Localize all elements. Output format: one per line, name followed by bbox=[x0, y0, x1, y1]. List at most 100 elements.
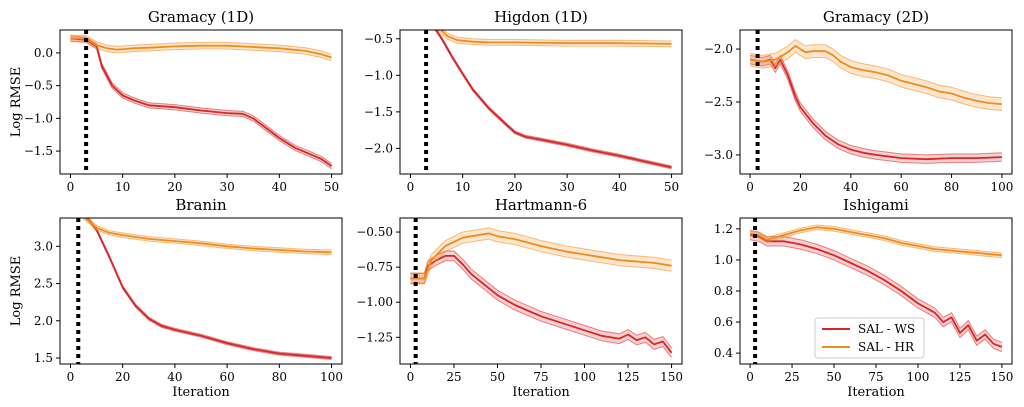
x-tick-label: 20 bbox=[167, 180, 182, 194]
axes-frame bbox=[59, 217, 343, 365]
y-tick-label: 1.0 bbox=[714, 253, 733, 267]
x-tick-label: 75 bbox=[868, 370, 883, 384]
x-axis-label: Iteration bbox=[847, 385, 905, 400]
y-tick-label: 0.0 bbox=[34, 46, 53, 60]
panel-higdon-1d: Higdon (1D) 0 10 20 30 40 50 −0.5 −1.0 −1.5 −2.0 bbox=[364, 8, 683, 194]
x-tick-label: 0 bbox=[407, 180, 415, 194]
panel-title: Branin bbox=[175, 196, 227, 214]
panel-branin: Branin 0 20 40 60 80 100 1.5 2.0 2.5 3.0 Iteration L… bbox=[9, 196, 343, 400]
plot-area bbox=[410, 227, 673, 359]
panel-gramacy-1d: Gramacy (1D) 0 10 20 30 40 50 0.0 −0.5 −1.0 −1.5Lo… bbox=[9, 8, 343, 194]
series-line-sal-ws bbox=[70, 37, 333, 167]
y-tick-label: −2.0 bbox=[364, 141, 393, 155]
panel-title: Gramacy (1D) bbox=[148, 8, 254, 26]
panel-ishigami: Ishigami 0 25 50 75 100 125 150 0.4 0.6 0.8 1.0 1.2 I… bbox=[714, 196, 1013, 400]
x-tick-label: 125 bbox=[948, 370, 971, 384]
series-line-sal-hr bbox=[70, 37, 332, 59]
axes-frame bbox=[399, 29, 683, 175]
series-line-sal-hr bbox=[410, 232, 672, 280]
x-tick-label: 20 bbox=[793, 180, 808, 194]
plot-area bbox=[81, 218, 332, 360]
series-line-sal-ws bbox=[749, 58, 1002, 161]
x-tick-label: 50 bbox=[324, 180, 339, 194]
y-tick-label: 1.2 bbox=[714, 222, 733, 236]
x-tick-label: 100 bbox=[573, 370, 596, 384]
y-tick-label: 2.0 bbox=[34, 314, 53, 328]
series-line-sal-hr bbox=[749, 226, 1002, 257]
y-tick-label: −2.0 bbox=[704, 42, 733, 56]
band-lower-sal-ws bbox=[410, 260, 672, 359]
band-upper-sal-ws bbox=[750, 229, 1003, 343]
x-tick-label: 75 bbox=[533, 370, 548, 384]
series-line-sal-ws bbox=[410, 254, 673, 354]
band-lower-sal-hr bbox=[81, 218, 332, 255]
x-tick-label: 0 bbox=[746, 370, 754, 384]
y-tick-label: −0.5 bbox=[24, 79, 53, 93]
band-lower-sal-hr bbox=[70, 41, 332, 62]
x-tick-label: 25 bbox=[446, 370, 461, 384]
x-tick-label: 150 bbox=[990, 370, 1013, 384]
plot-area bbox=[434, 30, 672, 170]
x-tick-label: 80 bbox=[944, 180, 959, 194]
band-lower-sal-ws bbox=[750, 62, 1002, 164]
y-axis-label: Log RMSE bbox=[9, 256, 24, 326]
band-upper-sal-hr bbox=[87, 218, 332, 251]
series-line-sal-hr bbox=[749, 45, 1002, 105]
y-tick-label: 0.6 bbox=[714, 315, 733, 329]
band-lower-sal-hr bbox=[410, 238, 672, 285]
band-upper-sal-hr bbox=[70, 34, 332, 55]
band-lower-sal-hr bbox=[437, 30, 672, 48]
series-line-sal-hr bbox=[83, 218, 332, 254]
plot-area bbox=[749, 224, 1003, 353]
x-tick-label: 60 bbox=[219, 370, 234, 384]
x-tick-label: 25 bbox=[784, 370, 799, 384]
y-tick-label: −0.75 bbox=[356, 260, 393, 274]
series-line-sal-ws bbox=[749, 234, 1003, 348]
x-tick-label: 40 bbox=[843, 180, 858, 194]
y-tick-label: −1.5 bbox=[24, 144, 53, 158]
band-sal-hr bbox=[410, 227, 672, 284]
x-tick-label: 0 bbox=[407, 370, 415, 384]
panel-title: Ishigami bbox=[843, 196, 909, 214]
panel-title: Hartmann-6 bbox=[495, 196, 587, 214]
x-tick-label: 60 bbox=[894, 180, 909, 194]
band-lower-sal-hr bbox=[750, 229, 1002, 259]
y-tick-label: −1.5 bbox=[364, 105, 393, 119]
x-axis-label: Iteration bbox=[172, 385, 230, 400]
axes-frame bbox=[59, 29, 343, 175]
x-tick-label: 0 bbox=[67, 370, 75, 384]
x-tick-label: 80 bbox=[272, 370, 287, 384]
x-tick-label: 30 bbox=[219, 180, 234, 194]
band-upper-sal-ws bbox=[410, 250, 672, 349]
panel-hartmann-6: Hartmann-6 0 25 50 75 100 125 150 −0.50 −0.75 −1.0… bbox=[356, 196, 683, 400]
band-upper-sal-hr bbox=[443, 30, 672, 42]
band-lower-sal-ws bbox=[70, 40, 332, 170]
y-tick-label: −1.00 bbox=[356, 295, 393, 309]
x-axis-label: Iteration bbox=[512, 385, 570, 400]
y-tick-label: −1.0 bbox=[364, 68, 393, 82]
x-tick-label: 125 bbox=[617, 370, 640, 384]
x-tick-label: 150 bbox=[660, 370, 683, 384]
x-tick-label: 40 bbox=[612, 180, 627, 194]
band-lower-sal-ws bbox=[750, 239, 1003, 353]
series-line-sal-ws bbox=[86, 218, 332, 359]
series-line-sal-hr bbox=[439, 30, 672, 45]
y-tick-label: 0.4 bbox=[714, 346, 733, 360]
legend: SAL - WS SAL - HR bbox=[814, 317, 925, 359]
x-tick-label: 50 bbox=[664, 180, 679, 194]
legend-label-hr: SAL - HR bbox=[858, 340, 915, 354]
x-tick-label: 10 bbox=[455, 180, 470, 194]
y-tick-label: 2.5 bbox=[34, 277, 53, 291]
legend-label-ws: SAL - WS bbox=[858, 322, 915, 336]
band-lower-sal-hr bbox=[750, 51, 1002, 111]
x-tick-label: 30 bbox=[559, 180, 574, 194]
x-tick-label: 40 bbox=[272, 180, 287, 194]
band-upper-sal-ws bbox=[88, 218, 332, 358]
plot-area bbox=[749, 38, 1002, 164]
y-tick-label: −1.25 bbox=[356, 330, 393, 344]
x-tick-label: 50 bbox=[490, 370, 505, 384]
y-tick-label: −1.0 bbox=[24, 111, 53, 125]
y-tick-label: 0.8 bbox=[714, 284, 733, 298]
x-tick-label: 0 bbox=[746, 180, 754, 194]
